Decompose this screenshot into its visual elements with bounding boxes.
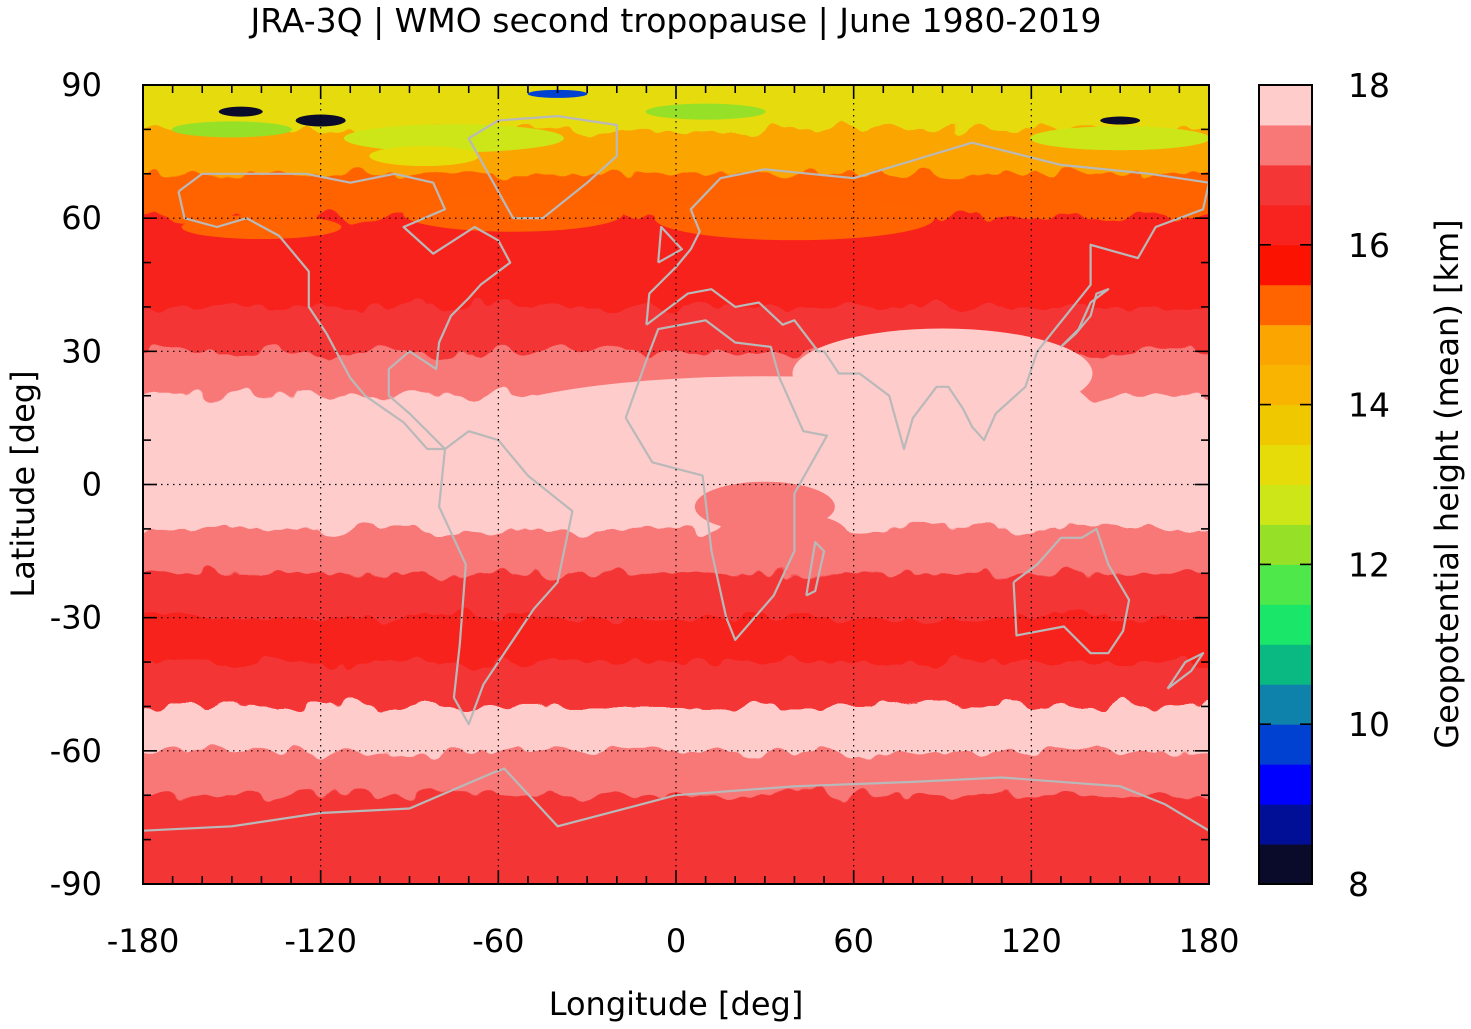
coastline — [805, 541, 826, 597]
coastline — [624, 319, 829, 641]
grid-lines — [143, 85, 1209, 884]
colorbar-title: Geopotential height (mean) [km] — [1428, 219, 1466, 748]
colorbar-swatch — [1259, 684, 1312, 725]
polar-low-patch — [171, 121, 292, 138]
colorbar-tick-label: 16 — [1348, 226, 1390, 265]
colorbar-swatch — [1259, 604, 1312, 645]
tropical-max-patch — [143, 445, 322, 506]
colorbar-tick-label: 12 — [1348, 545, 1390, 584]
x-tick-label: 180 — [1178, 922, 1239, 960]
zonal-band — [143, 484, 1209, 530]
colorbar: 18 16 14 12 10 8 Geopotential height (mean) [… — [1258, 66, 1466, 904]
axis-ticks — [142, 84, 1210, 885]
x-tick-label: 120 — [1001, 922, 1062, 960]
coastline — [467, 115, 618, 220]
colorbar-swatch — [1259, 244, 1312, 286]
y-tick-label: -30 — [50, 599, 102, 637]
colorbar-ticks — [1259, 84, 1312, 885]
tropical-lower-patch — [769, 515, 850, 560]
y-axis-title: Latitude [deg] — [4, 370, 42, 597]
y-tick-label: -90 — [50, 865, 102, 903]
colorbar-swatch — [1259, 484, 1312, 525]
x-axis-title: Longitude [deg] — [549, 985, 804, 1023]
colorbar-tick-label: 18 — [1348, 66, 1390, 105]
x-tick-label: -180 — [107, 922, 180, 960]
colorbar-swatch — [1259, 804, 1312, 845]
height-patches — [143, 89, 1209, 560]
polar-low-patch — [369, 146, 480, 167]
high-lat-patch — [654, 196, 935, 241]
map-plot-area — [142, 84, 1210, 885]
colorbar-tick-label: 14 — [1348, 386, 1390, 425]
polar-low-patch — [343, 124, 564, 153]
y-tick-label: -60 — [50, 732, 102, 770]
colorbar-swatch — [1259, 324, 1312, 366]
colorbar-swatch — [1259, 524, 1312, 565]
y-tick-labels: 90 60 30 0 -30 -60 -90 — [50, 66, 102, 903]
coastline — [177, 172, 512, 451]
polar-low-patch — [1030, 126, 1209, 151]
y-tick-label: 0 — [82, 466, 102, 504]
polar-min-patch — [527, 89, 588, 98]
chart-title: JRA-3Q | WMO second tropopause | June 19… — [249, 1, 1102, 40]
colorbar-swatch — [1259, 444, 1312, 485]
coastline — [438, 430, 574, 726]
zonal-band — [143, 706, 1209, 752]
coastline — [1166, 652, 1205, 690]
colorbar-swatch — [1259, 364, 1312, 406]
x-tick-label: -60 — [472, 922, 524, 960]
colorbar-swatch — [1259, 164, 1312, 206]
colorbar-frame — [1258, 84, 1313, 885]
colorbar-swatch — [1259, 85, 1312, 126]
coastline — [1060, 288, 1110, 348]
colorbar-tick-label: 10 — [1348, 705, 1390, 744]
colorbar-swatch — [1259, 124, 1312, 166]
colorbar-swatch — [1259, 644, 1312, 685]
colorbar-swatch — [1259, 204, 1312, 246]
x-tick-label: 0 — [666, 922, 686, 960]
polar-min-patch — [1100, 116, 1141, 125]
coastline — [1012, 527, 1131, 655]
y-tick-label: 90 — [61, 66, 102, 104]
colorbar-swatches — [1259, 85, 1312, 885]
tropical-max-patch — [305, 453, 426, 498]
colorbar-tick-label: 8 — [1348, 865, 1369, 904]
y-tick-label: 30 — [61, 332, 102, 370]
colorbar-swatch — [1259, 404, 1312, 446]
coastlines — [143, 115, 1209, 832]
x-tick-labels: -180 -120 -60 0 60 120 180 — [107, 922, 1240, 960]
coastline — [657, 225, 683, 264]
polar-min-patch — [295, 114, 346, 127]
x-tick-label: 60 — [833, 922, 874, 960]
coastline — [645, 141, 1209, 451]
polar-min-patch — [218, 106, 263, 117]
zonal-band — [143, 262, 1209, 308]
colorbar-swatch — [1259, 564, 1312, 605]
colorbar-swatch — [1259, 844, 1312, 885]
x-tick-label: -120 — [284, 922, 357, 960]
colorbar-swatch — [1259, 724, 1312, 765]
y-tick-label: 60 — [61, 199, 102, 237]
high-lat-patch — [403, 195, 624, 232]
coastline — [143, 767, 1209, 832]
colorbar-tick-labels: 18 16 14 12 10 8 — [1348, 66, 1390, 904]
polar-low-patch — [645, 103, 766, 120]
tropical-max-patch — [792, 328, 1093, 419]
colorbar-swatch — [1259, 764, 1312, 805]
zonal-band — [143, 662, 1209, 708]
colorbar-swatch — [1259, 284, 1312, 326]
